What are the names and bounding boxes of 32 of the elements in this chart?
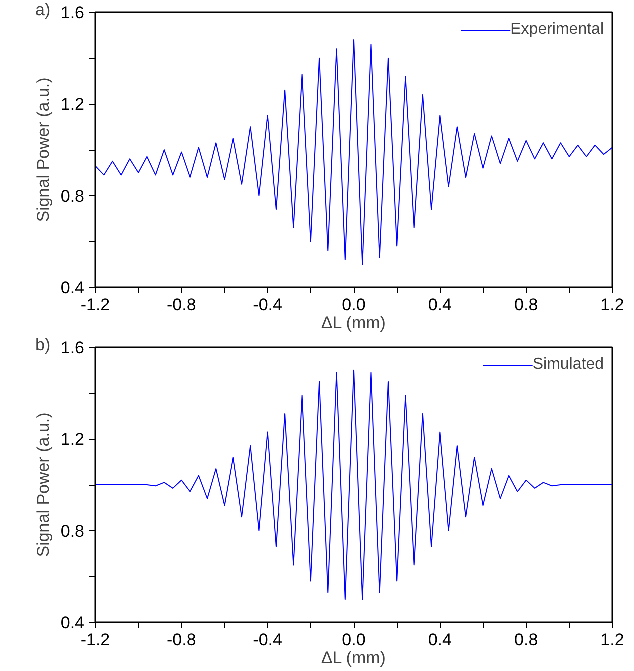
x-tick-label: 0.4 bbox=[428, 630, 452, 650]
x-tick-label: 0.0 bbox=[342, 296, 366, 314]
x-tick-label: -0.4 bbox=[253, 630, 282, 650]
line-series bbox=[96, 40, 612, 266]
x-tick-label: -0.8 bbox=[167, 630, 196, 650]
y-tick-label: 1.6 bbox=[60, 4, 85, 22]
x-tick-label: -1.2 bbox=[80, 296, 110, 314]
x-tick-label: 0.8 bbox=[514, 296, 538, 314]
x-tick-label: 1.2 bbox=[600, 296, 624, 314]
y-tick-label: 1.2 bbox=[60, 430, 85, 450]
y-tick-label: 0.4 bbox=[60, 278, 85, 298]
y-tick-label: 0.4 bbox=[60, 614, 85, 632]
x-tick-label: 0.8 bbox=[514, 630, 538, 650]
y-axis-title: Signal Power (a.u.) bbox=[34, 412, 53, 558]
x-tick-label: -0.8 bbox=[167, 296, 196, 314]
legend-label: Experimental bbox=[510, 21, 604, 39]
text: a) bbox=[36, 0, 51, 20]
x-axis-title: ΔL (mm) bbox=[321, 648, 386, 668]
x-tick-label: 0.0 bbox=[342, 630, 366, 650]
text: b) bbox=[36, 336, 51, 354]
y-tick-label: 1.2 bbox=[60, 95, 85, 114]
x-tick-label: -0.4 bbox=[253, 296, 282, 314]
line-series bbox=[96, 370, 612, 600]
x-axis-title: ΔL (mm) bbox=[321, 314, 386, 332]
x-tick-label: -1.2 bbox=[80, 630, 110, 650]
legend-label: Simulated bbox=[532, 356, 604, 374]
x-tick-label: 1.2 bbox=[600, 630, 624, 650]
y-tick-label: 0.8 bbox=[60, 186, 85, 206]
y-tick-label: 0.8 bbox=[60, 522, 85, 541]
y-tick-label: 1.6 bbox=[60, 338, 85, 358]
y-axis-title: Signal Power (a.u.) bbox=[34, 78, 53, 222]
x-tick-label: 0.4 bbox=[428, 296, 452, 314]
